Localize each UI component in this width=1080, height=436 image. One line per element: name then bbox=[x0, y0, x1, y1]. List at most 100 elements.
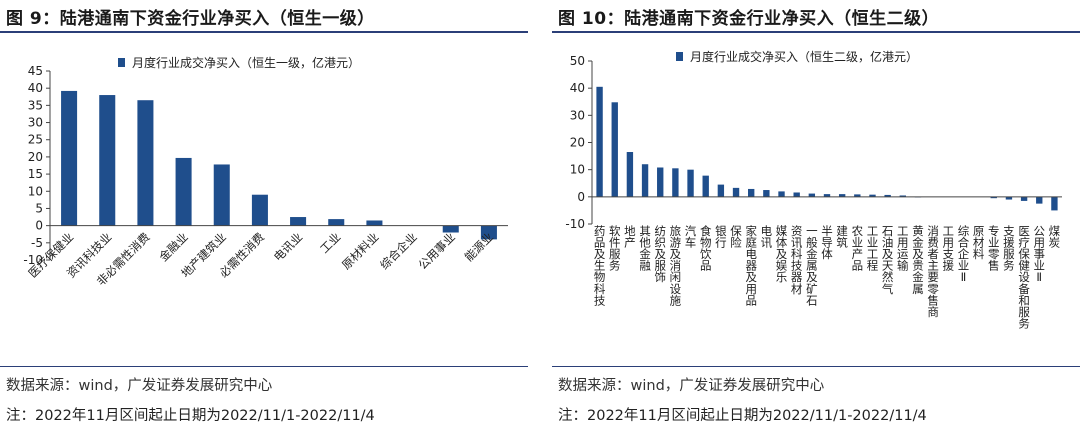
figure-10-bar bbox=[884, 194, 891, 197]
figure-10-bar bbox=[611, 102, 618, 197]
figure-9-y-tick-label: 40 bbox=[28, 81, 43, 95]
figure-10-category-label: 家庭电器及用品 bbox=[745, 224, 757, 308]
figure-10-category-label: 一般金属及矿石 bbox=[806, 224, 818, 308]
figure-10-title-rule bbox=[552, 31, 1080, 33]
figure-9-bar bbox=[251, 194, 268, 226]
figure-10-category-label: 其他金融 bbox=[639, 224, 651, 273]
figure-10-category-label: 农业产品 bbox=[852, 224, 864, 273]
figure-10-category-label: 旅游及消闲设施 bbox=[670, 224, 682, 308]
figure-10-bar bbox=[687, 169, 694, 197]
figure-9-panel: 图 9：陆港通南下资金行业净买入（恒生一级） 月度行业成交净买入（恒生一级，亿港… bbox=[0, 0, 530, 436]
figure-9-footer-rule bbox=[0, 366, 528, 367]
figure-10-category-label: 黄金及贵金属 bbox=[912, 224, 924, 296]
figure-10-category-label: 工业工程 bbox=[867, 224, 879, 273]
figure-10-category-label: 公用事业 Ⅱ bbox=[1034, 224, 1046, 284]
figure-10-note: 注：2022年11月区间起止日期为2022/11/1-2022/11/4 bbox=[558, 408, 927, 424]
figure-9-legend: 月度行业成交净买入（恒生一级，亿港元） bbox=[118, 55, 360, 70]
figure-10-y-tick-label: -10 bbox=[565, 217, 585, 231]
figure-9-category-label: 金融业 bbox=[156, 230, 190, 264]
figure-10-legend-label: 月度行业成交净买入（恒生二级，亿港元） bbox=[690, 49, 918, 64]
figure-9-bar bbox=[175, 157, 192, 226]
figure-10-bar bbox=[596, 86, 603, 197]
figure-10-category-label: 软件服务 bbox=[609, 224, 621, 273]
figure-10-category-label: 资讯科技器材 bbox=[791, 224, 803, 296]
figure-9-y-tick-label: 25 bbox=[28, 133, 43, 147]
figure-10-chart: 月度行业成交净买入（恒生二级，亿港元） 50 40 30 20 10 0 -10 药品及生物科技… bbox=[565, 49, 1062, 331]
figure-9-bar bbox=[442, 225, 459, 233]
figure-10-bar bbox=[641, 164, 649, 197]
figure-9-y-tick-label: 20 bbox=[28, 150, 43, 164]
figure-10-category-label: 保险 bbox=[730, 224, 742, 250]
figure-9-bar bbox=[61, 90, 78, 226]
figure-10-category-label: 建筑 bbox=[836, 224, 848, 250]
figure-9-category-label: 公用事业 bbox=[415, 230, 457, 272]
figure-9-y-tick-label: -10 bbox=[23, 253, 43, 267]
figure-10-footer-rule bbox=[552, 366, 1080, 367]
figure-10-y-tick-label: 40 bbox=[570, 81, 585, 95]
figure-9-y-tick-label: 45 bbox=[28, 64, 43, 78]
figure-9-y-tick-label: 10 bbox=[28, 184, 43, 198]
figure-9-title-rule bbox=[0, 31, 528, 33]
figure-10-bar bbox=[838, 194, 846, 197]
figure-10-category-label: 医疗保健设备和服务 bbox=[1018, 224, 1030, 331]
figure-10-y-tick-label: 20 bbox=[570, 136, 585, 150]
figure-10-bar bbox=[672, 168, 679, 197]
figure-10-category-label: 工用支援 bbox=[943, 224, 955, 273]
figure-9-bar bbox=[480, 225, 497, 240]
figure-10-bar bbox=[793, 192, 800, 197]
figure-10-category-label: 食物饮品 bbox=[700, 224, 712, 273]
figure-10-legend: 月度行业成交净买入（恒生二级，亿港元） bbox=[676, 49, 918, 64]
figure-10-category-label: 消费者主要零售商 bbox=[927, 224, 939, 319]
figure-9-title: 图 9：陆港通南下资金行业净买入（恒生一级） bbox=[6, 9, 375, 29]
figure-10-bar bbox=[990, 196, 997, 199]
figure-10-bar bbox=[717, 184, 725, 197]
figure-9-bar bbox=[328, 219, 345, 226]
figure-10-bar bbox=[1036, 196, 1043, 204]
figure-9-note: 注：2022年11月区间起止日期为2022/11/1-2022/11/4 bbox=[6, 408, 375, 424]
figure-10-bar bbox=[657, 167, 664, 197]
figure-9-y-tick-label: 5 bbox=[35, 201, 43, 215]
figure-10-bar bbox=[1020, 196, 1028, 201]
figure-10-category-label: 煤炭 bbox=[1049, 224, 1061, 250]
figure-9-category-label: 电讯业 bbox=[271, 230, 305, 264]
figure-9-y-tick-label: 15 bbox=[28, 167, 43, 181]
figure-10-category-label: 银行 bbox=[715, 224, 727, 250]
figure-10-bar bbox=[1005, 196, 1013, 200]
figure-10-category-label: 药品及生物科技 bbox=[594, 224, 606, 308]
figure-9-y-tick-label: -5 bbox=[31, 236, 43, 250]
figure-10-bar bbox=[854, 194, 861, 197]
figure-10-category-label: 汽车 bbox=[685, 224, 697, 250]
figure-10-bar bbox=[808, 193, 816, 197]
figure-10-bar bbox=[899, 195, 906, 197]
figure-9-bar bbox=[99, 95, 116, 226]
figure-9-category-label: 能源业 bbox=[462, 230, 496, 264]
figure-10-legend-swatch bbox=[676, 52, 683, 61]
figure-9-legend-label: 月度行业成交净买入（恒生一级，亿港元） bbox=[132, 55, 360, 70]
figure-10-bar bbox=[702, 175, 709, 197]
figure-10-category-label: 纺织及服饰 bbox=[654, 224, 666, 284]
figure-10-bar bbox=[763, 190, 770, 197]
figure-10-category-label: 原材料 bbox=[973, 224, 985, 261]
figure-10-title: 图 10：陆港通南下资金行业净买入（恒生二级） bbox=[558, 9, 940, 29]
figure-10-category-label: 石油及天然气 bbox=[882, 224, 894, 296]
figure-9-source: 数据来源：wind，广发证券发展研究中心 bbox=[6, 378, 273, 394]
figure-10-bar bbox=[1051, 196, 1058, 211]
figure-10-category-label: 媒体及娱乐 bbox=[776, 224, 788, 284]
figure-10-bar bbox=[823, 194, 831, 197]
figure-10-bar bbox=[626, 152, 634, 197]
figure-10-category-label: 工用运输 bbox=[897, 224, 909, 273]
figure-9-bar bbox=[137, 100, 154, 226]
figure-9-y-tick-label: 0 bbox=[35, 219, 43, 233]
figure-10-category-label: 半导体 bbox=[821, 224, 833, 261]
figure-10-y-tick-label: 10 bbox=[570, 163, 585, 177]
figure-9-y-tick-label: 30 bbox=[28, 116, 43, 130]
figure-10-bar bbox=[778, 191, 785, 197]
figure-10-y-tick-label: 0 bbox=[577, 190, 585, 204]
figure-10-y-tick-label: 30 bbox=[570, 108, 585, 122]
figure-10-panel: 图 10：陆港通南下资金行业净买入（恒生二级） 月度行业成交净买入（恒生二级，亿… bbox=[552, 0, 1080, 436]
figure-9-bar bbox=[290, 217, 307, 226]
figure-10-bar bbox=[869, 194, 876, 197]
figure-10-bar bbox=[732, 187, 740, 197]
figure-9-chart: 月度行业成交净买入（恒生一级，亿港元） 45 40 35 30 25 20 15 10 5 0 -5 -… bbox=[23, 55, 508, 289]
figure-9-y-tick-label: 35 bbox=[28, 98, 43, 112]
